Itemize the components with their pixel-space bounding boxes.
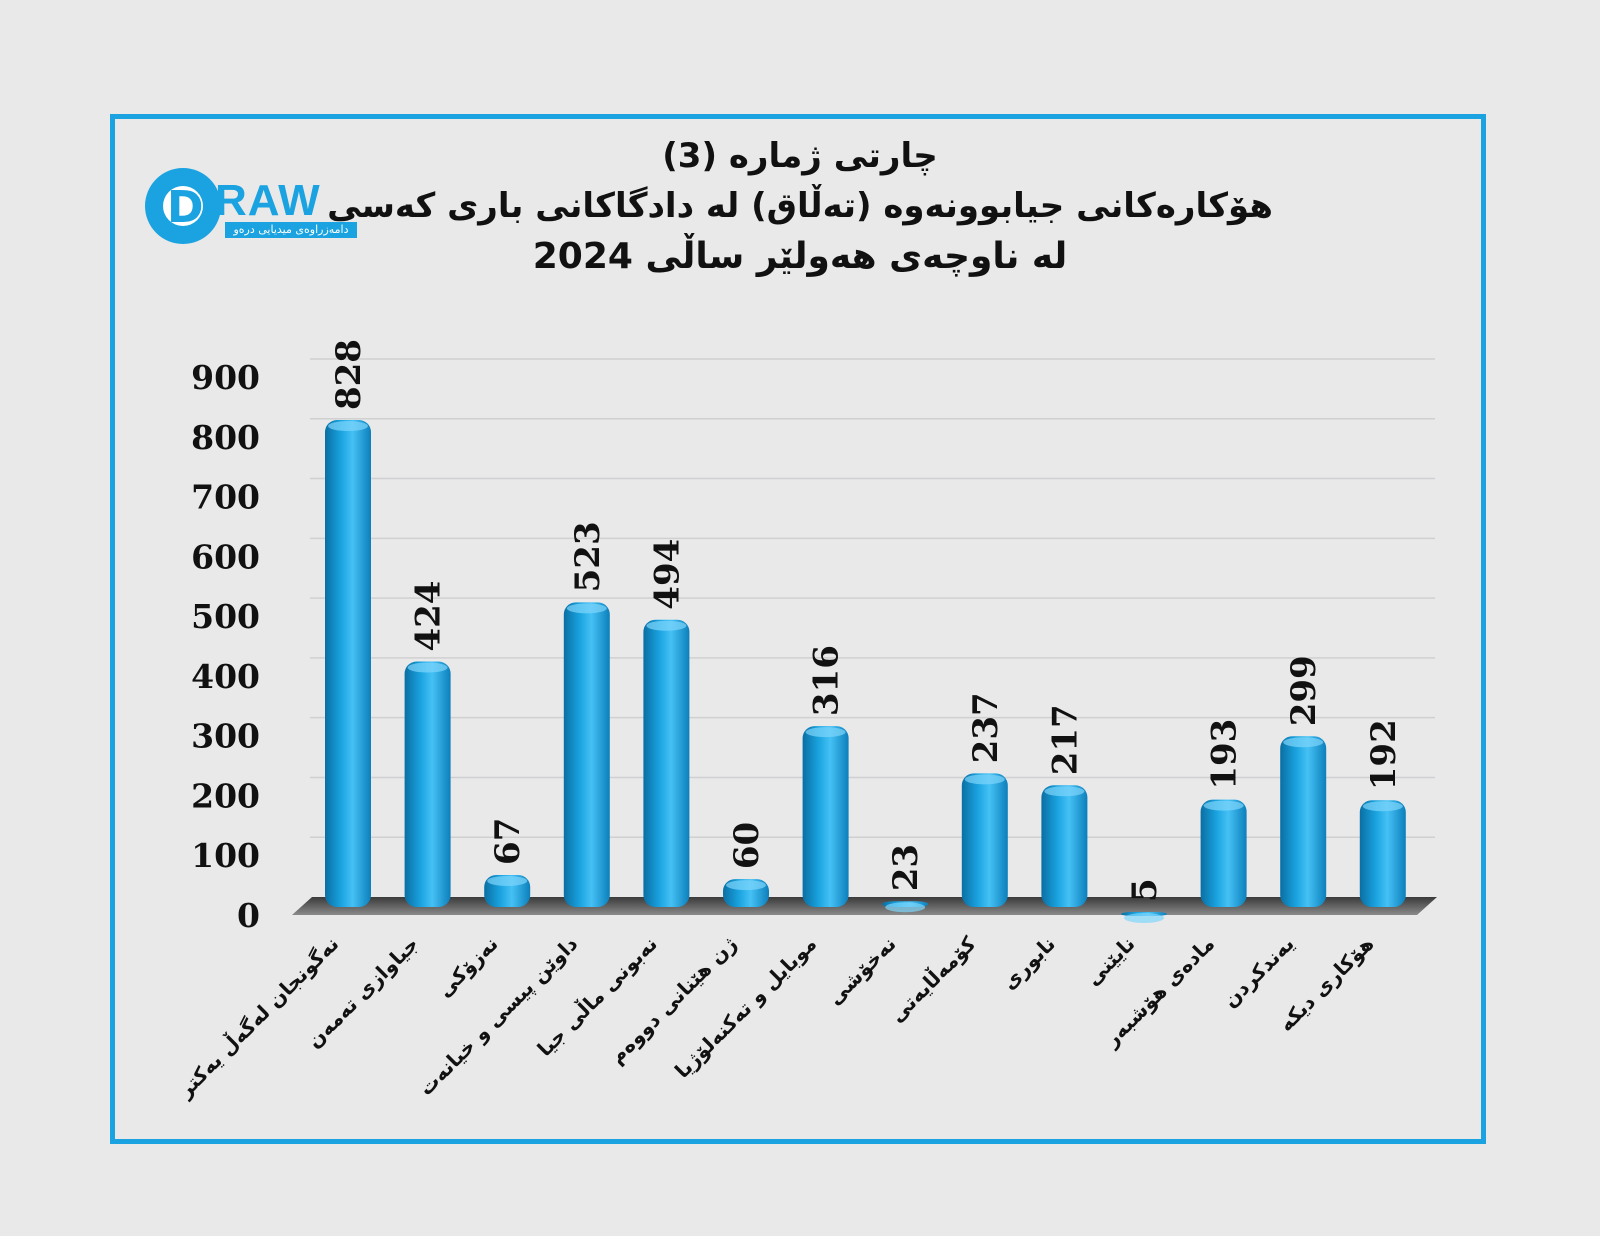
bar-value-label: 424 <box>409 581 449 652</box>
y-tick-label: 900 <box>191 358 260 397</box>
category-label: نەخۆشی <box>823 932 901 1010</box>
bar <box>404 661 451 907</box>
category-label: نەزۆکی <box>432 932 502 1002</box>
y-tick-label: 300 <box>191 717 260 756</box>
bar <box>1200 799 1247 907</box>
y-tick-label: 700 <box>191 478 260 517</box>
chart-title-line-3: لە ناوچەی هەولێر ساڵی 2024 <box>532 236 1068 277</box>
y-tick-label: 0 <box>237 896 260 935</box>
y-tick-label: 400 <box>191 657 260 696</box>
chart-floor <box>292 897 1437 915</box>
bar-cap <box>1044 786 1085 797</box>
bar-cap <box>328 421 368 432</box>
bar <box>643 619 690 907</box>
y-tick-label: 500 <box>191 597 260 636</box>
bar-value-label: 217 <box>1045 704 1085 775</box>
bar-value-label: 828 <box>329 339 369 410</box>
y-tick-label: 200 <box>191 776 260 815</box>
logo-letter: D <box>167 182 204 233</box>
bar-value-label: 237 <box>966 692 1006 763</box>
bar-value-label: 5 <box>1125 878 1165 902</box>
bar <box>1041 785 1088 907</box>
chart-title-line-2: هۆکارەکانی جیابوونەوە (تەڵاق) لە دادگاکا… <box>327 186 1273 226</box>
bar-cap <box>646 620 687 631</box>
chart-title-line-1: چارتی ژماره (3) <box>662 136 938 176</box>
bar-cap <box>407 662 448 673</box>
y-tick-label: 800 <box>191 418 260 457</box>
bar-value-label: 193 <box>1205 719 1245 790</box>
category-label: کۆمەڵایەتی <box>884 931 980 1027</box>
bar <box>1280 736 1327 907</box>
category-label: یەندکردن <box>1218 932 1299 1013</box>
category-label: نایێنی <box>1081 932 1140 991</box>
bar <box>325 420 371 907</box>
bar-value-label: 316 <box>807 645 847 716</box>
bar-cap <box>1283 737 1324 748</box>
logo-ring-icon <box>145 168 221 244</box>
bar-cap <box>885 902 926 913</box>
bar-cap <box>964 774 1005 785</box>
bar-cap <box>726 880 766 891</box>
category-label: موبایل و تەکنەلۆژیا <box>670 932 821 1083</box>
bar <box>961 773 1008 907</box>
bar-value-label: 23 <box>886 844 926 891</box>
bar-value-label: 299 <box>1284 655 1324 726</box>
bar <box>802 726 849 907</box>
logo-word: RAW <box>215 176 321 225</box>
bar-cap <box>1203 800 1244 811</box>
bar-cap <box>1124 913 1164 924</box>
bar-cap <box>805 727 846 738</box>
y-tick-label: 600 <box>191 537 260 576</box>
bar <box>563 602 610 907</box>
bar-value-label: 60 <box>727 822 767 869</box>
category-label: نەگونجان لەگەڵ یەکتر <box>173 932 344 1103</box>
bar <box>1359 800 1406 907</box>
category-label: نابوری <box>997 932 1060 995</box>
bar-cap <box>566 603 607 614</box>
bar-value-label: 67 <box>488 818 528 865</box>
chart-frame <box>110 114 1486 1144</box>
bar-value-label: 523 <box>568 521 608 592</box>
logo-tagline: دامەزراوەی میدیایی درەو <box>225 222 357 238</box>
bar-value-label: 494 <box>647 539 687 610</box>
y-tick-label: 100 <box>191 836 260 875</box>
draw-logo: D RAW دامەزراوەی میدیایی درەو <box>145 168 360 250</box>
bar-cap <box>487 875 528 886</box>
bar-cap <box>1362 801 1403 812</box>
bar-value-label: 192 <box>1364 719 1404 790</box>
category-label: داوێن پیسی و خیانەت <box>414 932 583 1101</box>
